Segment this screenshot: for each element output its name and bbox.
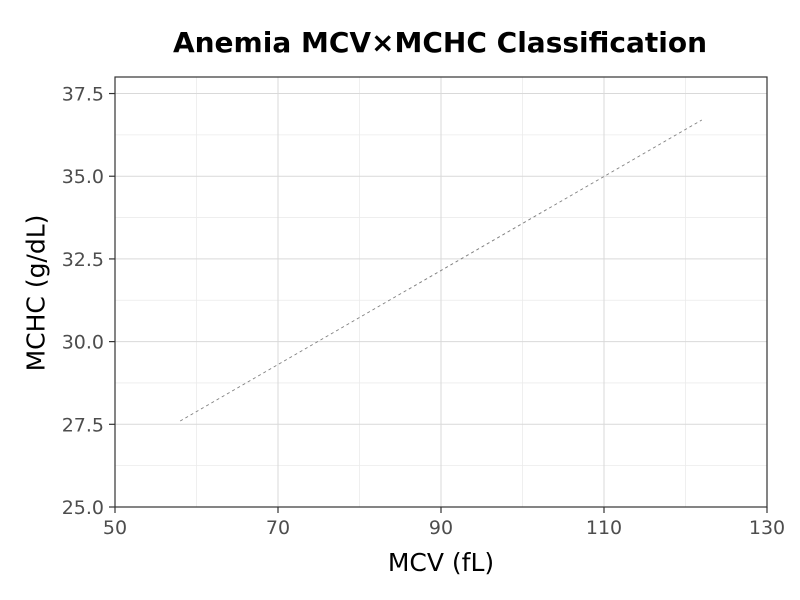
y-tick-label: 37.5 xyxy=(62,84,104,106)
y-tick-label: 25.0 xyxy=(62,497,104,519)
chart-title: Anemia MCV×MCHC Classification xyxy=(172,26,708,59)
x-axis-label: MCV (fL) xyxy=(387,548,495,577)
y-tick-label: 32.5 xyxy=(62,249,104,271)
series-line xyxy=(179,119,703,422)
y-axis-label: MCHC (g/dL) xyxy=(21,214,51,372)
x-tick-label: 70 xyxy=(266,517,290,539)
y-tick-label: 27.5 xyxy=(62,414,104,436)
y-tick-label: 30.0 xyxy=(62,332,104,354)
major-grid xyxy=(114,77,768,508)
x-tick-label: 90 xyxy=(429,517,453,539)
y-axis: 25.0 27.5 30.0 32.5 35.0 37.5 xyxy=(62,84,115,519)
x-tick-label: 50 xyxy=(103,517,127,539)
y-tick-label: 35.0 xyxy=(62,166,104,188)
x-axis: 50 70 90 110 130 xyxy=(103,507,785,539)
series-layer xyxy=(179,119,703,422)
x-tick-label: 130 xyxy=(749,517,785,539)
x-tick-label: 110 xyxy=(586,517,622,539)
